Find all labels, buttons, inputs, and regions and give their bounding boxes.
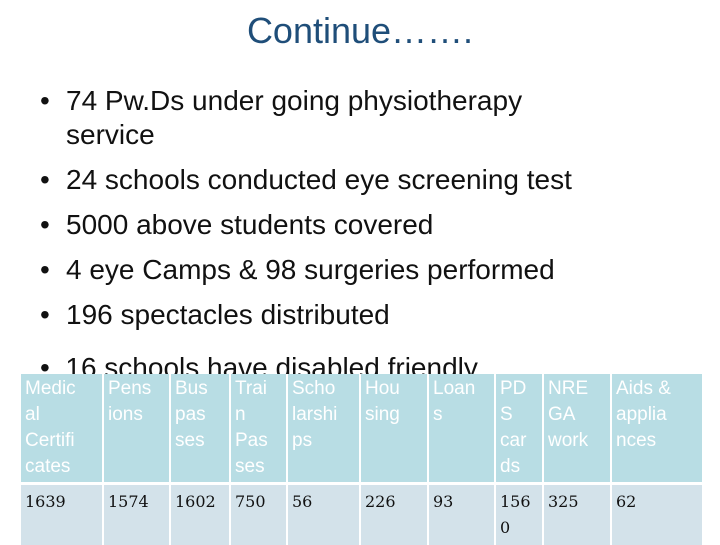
overlapped-bullet: • 16 schools have disabled friendly	[40, 352, 478, 374]
table-cell: 1639	[21, 484, 103, 545]
table-cell: 750	[230, 484, 287, 545]
bullet-text-continued: service	[66, 118, 700, 152]
bullet-dot-icon: •	[40, 352, 50, 374]
bullet-item: • 4 eye Camps & 98 surgeries performed	[40, 253, 700, 287]
bullet-item: • 5000 above students covered	[40, 208, 700, 242]
bullet-dot-icon: •	[40, 163, 50, 197]
table-cell: 325	[543, 484, 611, 545]
bullet-dot-icon: •	[40, 298, 50, 332]
table-cell: 62	[611, 484, 703, 545]
bullet-item: • 196 spectacles distributed	[40, 298, 700, 332]
bullet-text: 4 eye Camps & 98 surgeries performed	[66, 254, 555, 285]
bullet-text: 74 Pw.Ds under going physiotherapy	[66, 85, 522, 116]
table-cell: 93	[428, 484, 495, 545]
bullet-item: • 24 schools conducted eye screening test	[40, 163, 700, 197]
bullet-text: 24 schools conducted eye screening test	[66, 164, 572, 195]
table-cell: 1602	[170, 484, 230, 545]
bullet-text: 16 schools have disabled friendly	[65, 352, 477, 374]
bullet-dot-icon: •	[40, 253, 50, 287]
slide-title: Continue…….	[0, 10, 720, 52]
bullet-text: 196 spectacles distributed	[66, 299, 390, 330]
table-cell: 56	[287, 484, 360, 545]
bullet-dot-icon: •	[40, 208, 50, 242]
bullet-text: 5000 above students covered	[66, 209, 433, 240]
bullet-dot-icon: •	[40, 84, 50, 118]
table-cell: 1574	[103, 484, 170, 545]
table-cell: 226	[360, 484, 428, 545]
